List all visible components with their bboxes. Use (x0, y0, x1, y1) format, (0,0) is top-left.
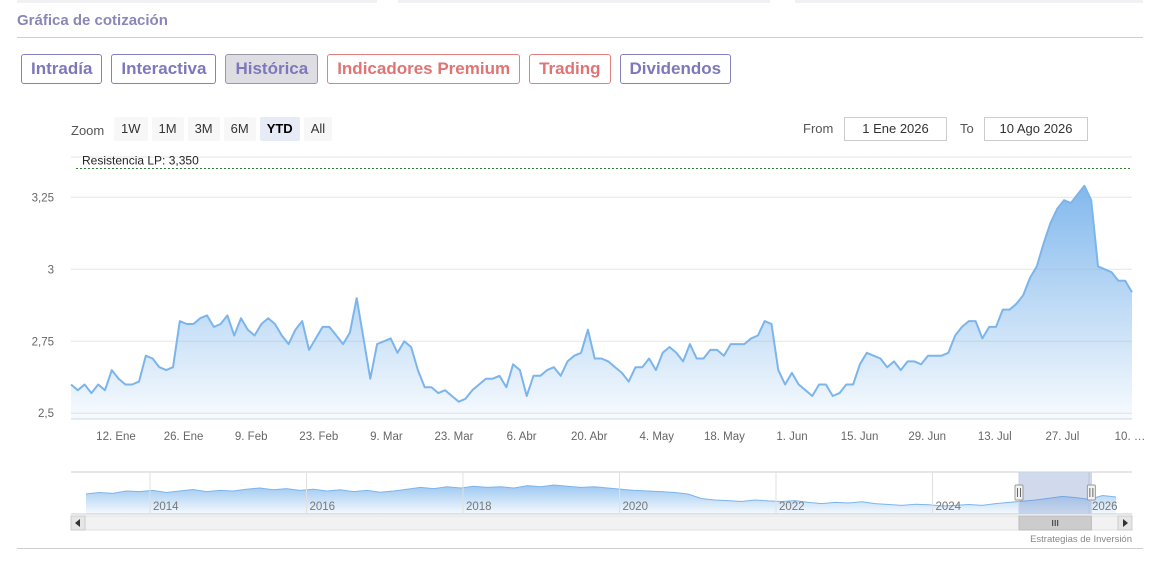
x-tick-label: 1. Jun (776, 431, 807, 443)
y-tick-label: 3,25 (32, 192, 54, 204)
zoom-label: Zoom (71, 123, 105, 138)
x-tick-label: 15. Jun (841, 431, 879, 443)
y-tick-label: 3 (48, 264, 54, 276)
navigator-line (85, 484, 1117, 507)
x-tick-label: 6. Abr (507, 431, 537, 443)
price-area (71, 185, 1132, 419)
from-label: From (803, 121, 834, 136)
scroll-left-button[interactable] (70, 515, 86, 531)
chart-tabs: Intradía Interactiva Histórica Indicador… (21, 54, 732, 84)
arrow-right-icon (1123, 519, 1128, 527)
top-panel-stub (795, 0, 1143, 3)
navigator-year-label: 2020 (623, 501, 649, 513)
to-label: To (960, 121, 974, 136)
zoom-6m-button[interactable]: 6M (223, 117, 256, 141)
credit-text: Estrategias de Inversión (1030, 534, 1132, 545)
navigator-year-label: 2016 (310, 501, 336, 513)
x-tick-label: 18. May (704, 431, 745, 443)
navigator-selection[interactable] (1018, 471, 1092, 515)
x-tick-label: 12. Ene (96, 431, 136, 443)
x-tick-label: 9. Feb (235, 431, 268, 443)
navigator-year-label: 2026 (1092, 501, 1118, 513)
y-tick-label: 2,75 (32, 336, 54, 348)
zoom-ytd-button[interactable]: YTD (259, 117, 300, 141)
navigator-handle[interactable] (1086, 484, 1096, 501)
zoom-all-button[interactable]: All (303, 117, 333, 141)
navigator-area (86, 485, 1116, 514)
x-tick-label: 23. Mar (435, 431, 474, 443)
resistance-label: Resistencia LP: 3,350 (82, 154, 199, 168)
tab-intradia[interactable]: Intradía (21, 54, 103, 84)
y-tick-label: 2,5 (38, 408, 54, 420)
section-title: Gráfica de cotización (17, 12, 168, 29)
zoom-buttons: 1W 1M 3M 6M YTD All (114, 117, 333, 141)
zoom-1w-button[interactable]: 1W (114, 117, 148, 141)
top-panel-stub (398, 0, 770, 3)
tab-interactiva[interactable]: Interactiva (111, 54, 217, 84)
navigator-year-label: 2022 (779, 501, 805, 513)
x-tick-label: 29. Jun (908, 431, 946, 443)
x-tick-label: 27. Jul (1045, 431, 1079, 443)
navigator-handle[interactable] (1014, 484, 1024, 501)
tab-trading[interactable]: Trading (529, 54, 611, 84)
navigator-year-label: 2024 (936, 501, 962, 513)
price-line (70, 184, 1133, 403)
scroll-right-button[interactable] (1117, 515, 1133, 531)
to-date-input[interactable]: 10 Ago 2026 (984, 117, 1088, 141)
top-panel-stub (17, 0, 377, 3)
x-tick-label: 23. Feb (299, 431, 338, 443)
x-tick-label: 9. Mar (370, 431, 403, 443)
tab-dividendos[interactable]: Dividendos (619, 54, 732, 84)
section-divider (17, 37, 1143, 38)
zoom-1m-button[interactable]: 1M (151, 117, 184, 141)
tab-historica[interactable]: Histórica (225, 54, 319, 84)
x-tick-label: 4. May (640, 431, 675, 443)
navigator-year-label: 2018 (466, 501, 492, 513)
zoom-3m-button[interactable]: 3M (187, 117, 220, 141)
navigator-scrollbar[interactable] (70, 515, 1133, 531)
navigator-year-label: 2014 (153, 501, 179, 513)
x-tick-label: 10. … (1115, 431, 1146, 443)
arrow-left-icon (75, 519, 80, 527)
x-tick-label: 20. Abr (571, 431, 608, 443)
from-date-input[interactable]: 1 Ene 2026 (844, 117, 947, 141)
x-tick-label: 13. Jul (978, 431, 1012, 443)
x-tick-label: 26. Ene (164, 431, 204, 443)
tab-indicadores-premium[interactable]: Indicadores Premium (327, 54, 521, 84)
bottom-divider (17, 548, 1143, 549)
